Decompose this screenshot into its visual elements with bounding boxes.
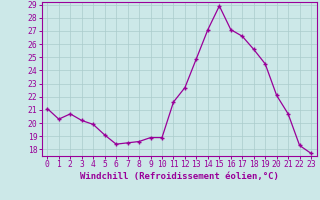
X-axis label: Windchill (Refroidissement éolien,°C): Windchill (Refroidissement éolien,°C) xyxy=(80,172,279,181)
